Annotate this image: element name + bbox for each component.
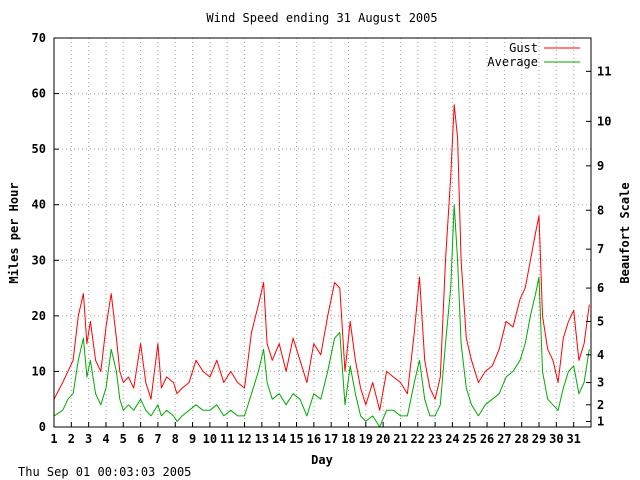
plot-frame — [53, 37, 592, 428]
x-tick-label: 9 — [189, 432, 196, 446]
y-tick-label: 40 — [32, 198, 46, 212]
y-tick-label: 70 — [32, 31, 46, 45]
x-tick-label: 27 — [497, 432, 511, 446]
x-tick-label: 23 — [428, 432, 442, 446]
x-tick-label: 2 — [68, 432, 75, 446]
beaufort-tick-label: 9 — [597, 159, 604, 173]
x-tick-label: 3 — [85, 432, 92, 446]
beaufort-tick-label: 11 — [597, 64, 611, 78]
y-axis-label: Miles per Hour — [7, 182, 21, 283]
x-tick-label: 31 — [566, 432, 580, 446]
beaufort-tick-label: 6 — [597, 281, 604, 295]
x-tick-label: 30 — [549, 432, 563, 446]
x-tick-label: 11 — [220, 432, 234, 446]
x-tick-label: 15 — [289, 432, 303, 446]
x-tick-label: 12 — [237, 432, 251, 446]
x-axis-label: Day — [311, 453, 333, 467]
x-tick-label: 16 — [307, 432, 321, 446]
y-axis-ticks: 0 10 20 30 40 50 60 70 — [32, 31, 59, 434]
x-tick-label: 7 — [154, 432, 161, 446]
x-tick-label: 24 — [445, 432, 459, 446]
x-tick-label: 13 — [255, 432, 269, 446]
series-line-gust — [53, 104, 590, 411]
x-tick-label: 22 — [411, 432, 425, 446]
y-tick-label: 10 — [32, 364, 46, 378]
beaufort-tick-label: 8 — [597, 203, 604, 217]
x-tick-label: 18 — [341, 432, 355, 446]
beaufort-tick-label: 5 — [597, 314, 604, 328]
x-tick-label: 25 — [463, 432, 477, 446]
x-tick-label: 19 — [359, 432, 373, 446]
beaufort-tick-label: 1 — [597, 414, 604, 428]
beaufort-tick-label: 2 — [597, 398, 604, 412]
beaufort-tick-label: 3 — [597, 376, 604, 390]
beaufort-tick-label: 10 — [597, 114, 611, 128]
beaufort-tick-label: 4 — [597, 348, 604, 362]
beaufort-tick-label: 7 — [597, 242, 604, 256]
x-tick-label: 4 — [102, 432, 109, 446]
x-tick-label: 14 — [272, 432, 286, 446]
grid-lines — [54, 38, 591, 427]
beaufort-axis-label: Beaufort Scale — [618, 182, 632, 283]
x-tick-label: 5 — [120, 432, 127, 446]
x-tick-label: 29 — [532, 432, 546, 446]
x-tick-label: 28 — [514, 432, 528, 446]
chart-title: Wind Speed ending 31 August 2005 — [206, 11, 437, 25]
x-tick-label: 8 — [172, 432, 179, 446]
legend: Gust Average — [487, 41, 580, 69]
y-tick-label: 30 — [32, 253, 46, 267]
x-tick-label: 6 — [137, 432, 144, 446]
legend-label-gust: Gust — [509, 41, 538, 55]
x-tick-label: 17 — [324, 432, 338, 446]
legend-label-average: Average — [487, 55, 538, 69]
x-tick-label: 1 — [50, 432, 57, 446]
timestamp: Thu Sep 01 00:03:03 2005 — [18, 465, 191, 479]
y-tick-label: 0 — [39, 420, 46, 434]
x-tick-label: 20 — [376, 432, 390, 446]
series-line-average — [53, 204, 590, 428]
x-tick-label: 26 — [480, 432, 494, 446]
y-tick-label: 50 — [32, 142, 46, 156]
series-layer — [53, 104, 590, 428]
beaufort-axis-ticks: 1 2 3 4 5 6 7 8 9 10 11 — [586, 64, 611, 428]
x-tick-label: 10 — [203, 432, 217, 446]
x-axis-ticks: 1 2 3 4 5 6 7 8 9 10 11 12 13 14 15 16 17 18 19 20 21 22 23 24 2… — [50, 422, 581, 446]
x-tick-label: 21 — [393, 432, 407, 446]
y-tick-label: 60 — [32, 87, 46, 101]
y-tick-label: 20 — [32, 309, 46, 323]
